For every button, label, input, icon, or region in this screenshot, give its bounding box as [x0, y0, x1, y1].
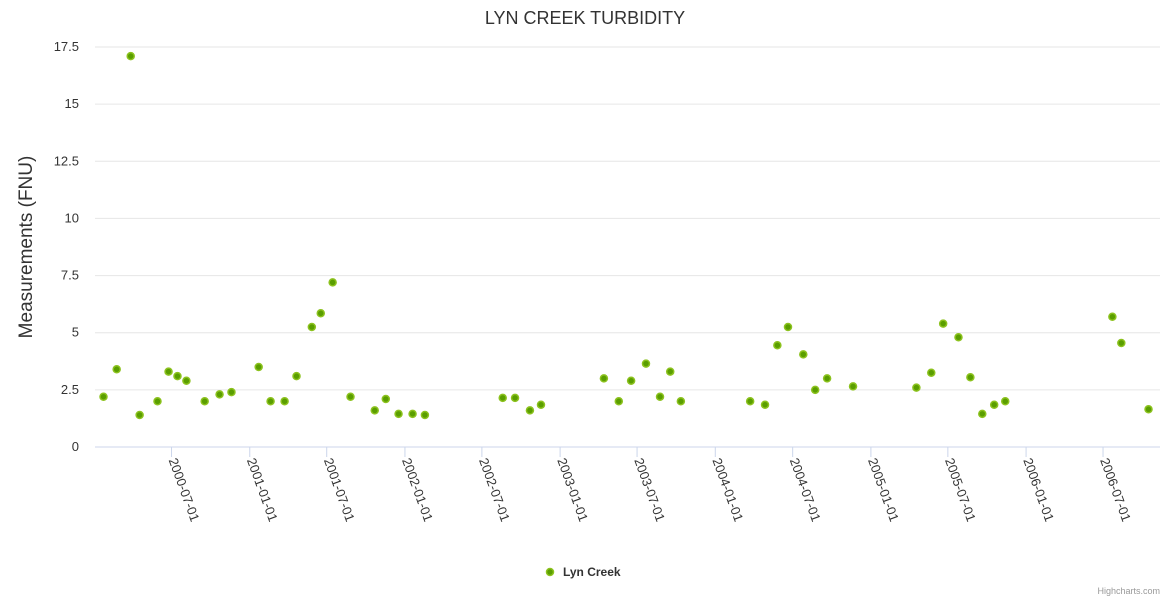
data-point[interactable] [966, 373, 975, 382]
data-point[interactable] [810, 385, 820, 395]
data-point[interactable] [498, 393, 507, 403]
y-tick-label: 15 [65, 96, 79, 111]
data-point[interactable] [266, 397, 275, 406]
data-point[interactable] [989, 400, 999, 409]
data-point[interactable] [307, 322, 317, 332]
data-point[interactable] [200, 397, 209, 406]
data-point[interactable] [641, 359, 651, 368]
data-point[interactable] [126, 51, 135, 61]
data-point[interactable] [1117, 338, 1126, 348]
data-point[interactable] [292, 371, 301, 381]
data-point[interactable] [510, 393, 520, 403]
data-point[interactable] [408, 409, 417, 419]
chart-title: LYN CREEK TURBIDITY [485, 8, 685, 28]
data-point[interactable] [328, 278, 337, 287]
y-tick-label: 2.5 [61, 382, 79, 397]
data-point[interactable] [822, 374, 832, 383]
data-point[interactable] [316, 309, 326, 318]
legend-item-lyn-creek[interactable]: Lyn Creek [545, 565, 621, 579]
data-point[interactable] [227, 387, 236, 397]
data-point[interactable] [254, 362, 263, 372]
data-point[interactable] [1000, 397, 1010, 406]
data-point[interactable] [135, 410, 144, 420]
data-point[interactable] [536, 400, 546, 409]
y-tick-label: 12.5 [54, 153, 79, 168]
data-point[interactable] [927, 368, 936, 377]
data-point[interactable] [912, 383, 921, 392]
data-point[interactable] [760, 400, 770, 409]
data-point[interactable] [614, 397, 624, 406]
data-point[interactable] [420, 410, 430, 420]
data-point[interactable] [346, 392, 355, 401]
data-point[interactable] [370, 406, 379, 415]
data-point[interactable] [799, 350, 808, 359]
data-point[interactable] [99, 392, 108, 401]
data-point[interactable] [599, 374, 609, 383]
y-tick-label: 7.5 [61, 268, 79, 283]
series-lyn-creek[interactable] [99, 51, 1153, 420]
y-axis-ticks: 0 2.5 5 7.5 10 12.5 15 17.5 [54, 39, 79, 454]
data-point[interactable] [381, 394, 391, 404]
data-point[interactable] [280, 397, 289, 406]
data-point[interactable] [1144, 405, 1153, 414]
data-point[interactable] [525, 406, 535, 415]
grid-lines [95, 46, 1160, 448]
y-tick-label: 10 [65, 210, 79, 225]
y-tick-label: 0 [72, 439, 79, 454]
data-point[interactable] [215, 390, 224, 399]
data-point[interactable] [938, 319, 948, 328]
y-axis-label: Measurements (FNU) [16, 156, 37, 339]
data-point[interactable] [745, 397, 755, 406]
y-tick-label: 5 [72, 325, 79, 340]
legend-marker-icon [545, 567, 555, 577]
data-point[interactable] [783, 322, 793, 332]
data-point[interactable] [1108, 312, 1117, 321]
data-point[interactable] [626, 376, 636, 385]
data-point[interactable] [173, 371, 182, 381]
data-point[interactable] [394, 409, 403, 419]
data-point[interactable] [182, 376, 191, 385]
data-point[interactable] [164, 367, 173, 376]
y-tick-label: 17.5 [54, 39, 79, 54]
data-point[interactable] [978, 409, 987, 419]
data-point[interactable] [112, 365, 121, 374]
data-point[interactable] [665, 367, 675, 376]
data-point[interactable] [655, 392, 665, 401]
credits-link[interactable]: Highcharts.com [1097, 586, 1160, 596]
data-point[interactable] [773, 341, 782, 350]
data-point[interactable] [153, 397, 162, 406]
data-point[interactable] [848, 382, 858, 391]
data-point[interactable] [954, 333, 963, 342]
legend-label: Lyn Creek [563, 565, 621, 579]
data-point[interactable] [676, 397, 686, 406]
